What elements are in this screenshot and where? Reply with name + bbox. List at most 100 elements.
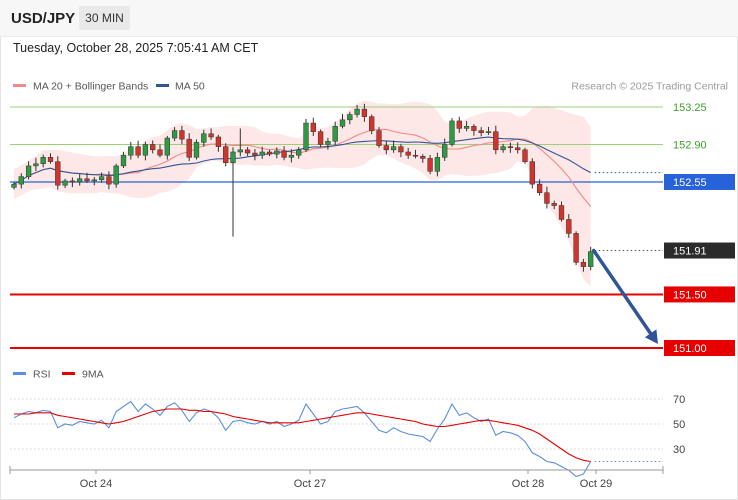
candle	[529, 158, 535, 189]
candle-body	[332, 126, 338, 142]
candle	[171, 127, 178, 141]
candle-body	[317, 131, 324, 145]
rsi-ma-legend-label: 9MA	[82, 369, 104, 381]
main-legend: MA 20 + Bollinger Bands MA 50 Research ©…	[13, 81, 728, 93]
rsi-level-label-30: 30	[673, 444, 685, 456]
rsi-legend-label: RSI	[33, 369, 51, 381]
candle	[11, 181, 17, 190]
candle-body	[69, 180, 76, 183]
candle	[522, 147, 528, 164]
candle	[33, 157, 39, 172]
candle-body	[230, 151, 236, 163]
ma20-legend-swatch	[13, 84, 26, 87]
candle	[193, 139, 200, 160]
candle	[398, 143, 404, 158]
candle	[442, 138, 448, 161]
candle-body	[288, 154, 295, 158]
candle-body	[347, 114, 353, 121]
candle-body	[77, 178, 83, 183]
candle-body	[106, 176, 112, 185]
candle-body	[463, 126, 470, 129]
candle	[325, 137, 331, 150]
header-bar: USD/JPY 30 MIN	[0, 0, 738, 37]
candle-body	[493, 131, 499, 151]
candle	[369, 114, 375, 135]
price-tag-label-152.55: 152.55	[673, 177, 707, 189]
candle-body	[47, 157, 54, 162]
candle	[296, 147, 302, 159]
candle	[456, 116, 462, 133]
candle	[84, 172, 90, 184]
candle-body	[536, 183, 543, 193]
candle-body	[237, 149, 243, 153]
price-tag-151.50	[664, 286, 735, 303]
candle	[573, 231, 579, 266]
candle-body	[456, 120, 462, 129]
candle-body	[412, 154, 419, 157]
candle-body	[201, 133, 207, 143]
candle	[113, 163, 119, 188]
candle	[120, 151, 127, 169]
price-tag-label-151.91: 151.91	[673, 246, 707, 258]
candle	[588, 246, 594, 271]
candle-body	[449, 120, 455, 145]
projection-arrow-head	[644, 329, 658, 344]
candle-body	[157, 149, 163, 156]
candle-body	[398, 146, 404, 153]
candle	[310, 117, 316, 137]
candle-body	[274, 150, 280, 155]
candle	[332, 121, 338, 145]
candle-body	[142, 144, 149, 156]
candle-body	[281, 150, 287, 158]
candle	[427, 154, 433, 175]
candle-body	[25, 165, 32, 177]
candle	[500, 143, 506, 153]
candle	[288, 149, 295, 163]
candle	[237, 128, 243, 157]
candle	[201, 129, 207, 147]
candle	[339, 113, 346, 129]
candle-body	[551, 203, 557, 206]
candle	[157, 144, 163, 158]
candle	[303, 118, 309, 152]
candle	[493, 125, 499, 155]
candle	[471, 124, 477, 136]
candle-body	[186, 138, 192, 158]
candle	[179, 125, 185, 145]
candle-body	[339, 119, 346, 127]
candle	[208, 128, 214, 140]
candle-body	[376, 130, 382, 146]
price-tag-label-151.00: 151.00	[673, 343, 707, 355]
candle	[281, 146, 287, 161]
candle	[361, 103, 368, 122]
candle-body	[150, 144, 156, 151]
candle-body	[529, 161, 535, 185]
candle	[62, 178, 68, 189]
candle	[580, 258, 587, 272]
candle-body	[128, 146, 134, 156]
candle	[434, 152, 441, 177]
price-tag-152.55	[664, 173, 735, 190]
price-tag-label-152.90: 152.90	[673, 139, 707, 151]
candle-body	[223, 146, 229, 163]
rsi-legend-swatch	[13, 372, 26, 375]
candle	[544, 186, 550, 209]
candle-body	[507, 146, 514, 148]
x-tick-label: Oct 27	[294, 478, 326, 490]
timeframe-button[interactable]: 30 MIN	[79, 6, 130, 30]
rsi-legend: RSI 9MA	[13, 369, 104, 381]
candle	[536, 179, 543, 196]
candle-body	[515, 147, 521, 151]
candle-body	[120, 154, 127, 167]
candle	[551, 200, 557, 210]
candle-body	[471, 126, 477, 131]
candle-body	[522, 149, 528, 162]
candle-body	[420, 156, 426, 159]
candle	[354, 105, 360, 118]
candle-body	[354, 108, 360, 115]
candle-body	[434, 157, 441, 172]
candle-body	[62, 180, 68, 186]
candle	[77, 174, 83, 186]
candle	[317, 129, 324, 148]
